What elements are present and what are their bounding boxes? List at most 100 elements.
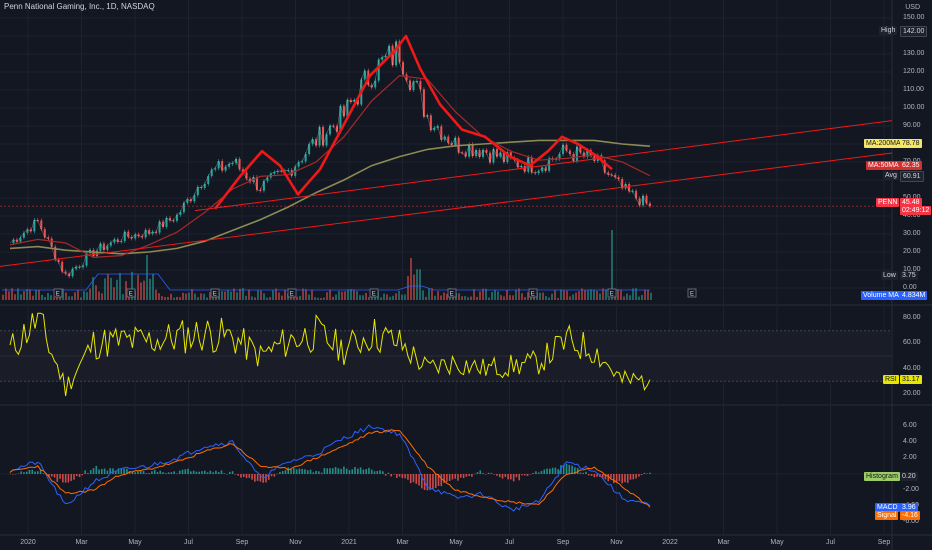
candle-body [489, 152, 491, 163]
histogram-bar [123, 468, 125, 474]
histogram-bar [276, 473, 278, 475]
price-tick-label: 20.00 [903, 248, 921, 255]
candle-body [40, 220, 43, 230]
candle-body [210, 169, 213, 177]
volume-bar [527, 292, 529, 300]
earnings-marker-label: E [690, 292, 694, 298]
histogram-bar [490, 472, 493, 474]
candle-body [461, 152, 464, 154]
histogram-bar [543, 469, 546, 474]
volume-bar [173, 297, 175, 300]
volume-bar [14, 294, 16, 300]
candle-body [203, 183, 206, 188]
histogram-bar [479, 470, 482, 474]
penn-tag-value: 45.48 [900, 198, 922, 207]
earnings-marker [210, 288, 220, 298]
volume-bar [437, 291, 439, 300]
volume-bar [539, 292, 541, 300]
histogram-bar [31, 469, 34, 474]
histogram-bar [320, 472, 323, 474]
earnings-marker-label: E [450, 292, 454, 298]
histogram-bar [621, 474, 623, 484]
time-tick-label: Mar [75, 539, 88, 546]
symbol-title[interactable]: Penn National Gaming, Inc., 1D, NASDAQ [4, 2, 155, 11]
candle-body [19, 237, 22, 242]
histogram-bar [632, 474, 635, 480]
histogram-bar [393, 474, 395, 475]
candle-body [377, 59, 380, 81]
volume-bar [641, 294, 643, 300]
histogram-bar [560, 465, 562, 474]
candle-body [621, 179, 624, 189]
volume-bars [2, 230, 652, 300]
histogram-bar [334, 467, 337, 474]
volume-bar [503, 296, 505, 300]
rsi-tick-label: 60.00 [903, 339, 921, 347]
histogram-bar [382, 471, 384, 474]
time-tick-label: May [128, 539, 142, 546]
histogram-bar [167, 472, 170, 474]
histogram-bar [415, 474, 418, 484]
histogram-bar [240, 474, 242, 478]
price-tick-label: 130.00 [903, 50, 925, 57]
histogram-bar [126, 468, 128, 474]
histogram-bar [551, 467, 554, 474]
histogram-bar [593, 474, 596, 478]
histogram-bar [562, 464, 565, 474]
time-tick-label: Sep [877, 539, 891, 546]
volume-bar [197, 297, 199, 300]
volume-bar [500, 295, 502, 300]
candle-body [433, 127, 436, 131]
histogram-bar [549, 468, 551, 474]
candle-body [175, 214, 178, 221]
volume-bar [38, 289, 40, 300]
volume-bar [284, 289, 286, 300]
histogram-bar [454, 474, 457, 479]
candle-body [499, 152, 502, 157]
candle-body [207, 176, 210, 184]
high-tag-value: 142.00 [900, 26, 928, 37]
price-tick-label: 90.00 [903, 122, 921, 129]
candle-body [569, 150, 571, 154]
time-tick-label: 2021 [341, 539, 357, 546]
histogram-bar [195, 471, 198, 474]
histogram-bar [540, 470, 543, 474]
candle-body [398, 41, 401, 63]
penn-tag-name: PENN [876, 198, 900, 207]
candle-body [402, 62, 405, 75]
histogram-bar [607, 474, 610, 482]
volume-bar [77, 290, 79, 300]
price-tick-label: 110.00 [903, 86, 924, 93]
histogram-bar [529, 474, 532, 475]
volume-bar [122, 294, 124, 300]
avg-tag-name: Avg [883, 171, 899, 180]
volume-bar [425, 296, 427, 300]
volume-bar [383, 293, 385, 300]
histogram-bar [331, 468, 334, 474]
earnings-marker-label: E [290, 292, 294, 298]
volume-bar [569, 296, 571, 300]
histogram-bar [270, 474, 273, 477]
volume-bar [497, 291, 499, 300]
volume-bar [236, 292, 238, 300]
volume-bar [179, 297, 181, 300]
histogram-bar [223, 473, 226, 474]
volume-bar [35, 289, 37, 300]
volume-bar [113, 287, 115, 300]
volume-bar [491, 291, 493, 300]
volume-bar [392, 295, 394, 300]
volume-bar [92, 277, 94, 300]
histogram-bar [401, 474, 404, 479]
histogram-bar [62, 474, 64, 483]
candle-body [231, 163, 234, 165]
avg-tag-value: 60.91 [900, 171, 924, 182]
histogram-bar [75, 474, 78, 477]
candle-body [502, 152, 505, 162]
histogram-bar [601, 474, 604, 479]
candle-body [558, 154, 561, 160]
candle-body [395, 41, 398, 66]
histogram-bar [646, 473, 649, 474]
histogram-bar [89, 470, 92, 474]
candle-body [575, 146, 578, 162]
